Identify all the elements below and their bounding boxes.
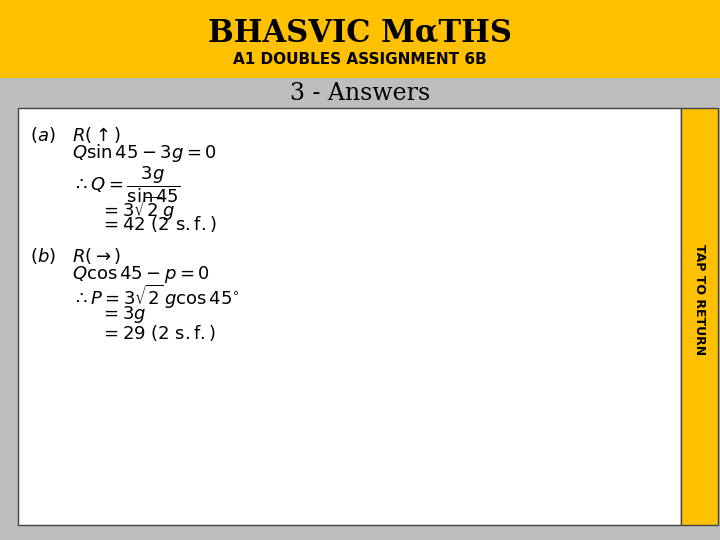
FancyBboxPatch shape: [0, 78, 720, 540]
Text: $(a)$: $(a)$: [30, 125, 55, 145]
Text: $= 29\ (2\ \mathrm{s.f.})$: $= 29\ (2\ \mathrm{s.f.})$: [100, 323, 217, 343]
Text: $R(\uparrow)$: $R(\uparrow)$: [72, 125, 121, 145]
Text: $(b)$: $(b)$: [30, 246, 56, 266]
Text: $\therefore P = 3\sqrt{2}\,g\cos 45^{\circ}$: $\therefore P = 3\sqrt{2}\,g\cos 45^{\ci…: [72, 283, 240, 311]
FancyBboxPatch shape: [681, 108, 718, 525]
Text: A1 DOUBLES ASSIGNMENT 6B: A1 DOUBLES ASSIGNMENT 6B: [233, 52, 487, 68]
Text: $R(\rightarrow)$: $R(\rightarrow)$: [72, 246, 121, 266]
Text: $Q\cos 45 - p = 0$: $Q\cos 45 - p = 0$: [72, 264, 210, 285]
FancyBboxPatch shape: [18, 108, 681, 525]
Text: TAP TO RETURN: TAP TO RETURN: [693, 245, 706, 355]
Text: $= 3\sqrt{2}\,g$: $= 3\sqrt{2}\,g$: [100, 195, 176, 223]
FancyBboxPatch shape: [0, 0, 720, 78]
Text: BHASVIC MαTHS: BHASVIC MαTHS: [208, 17, 512, 49]
Text: $\therefore Q = \dfrac{3g}{\sin 45}$: $\therefore Q = \dfrac{3g}{\sin 45}$: [72, 164, 180, 205]
Text: 3 - Answers: 3 - Answers: [290, 82, 430, 105]
Text: $= 42\ (2\ \mathrm{s.f.})$: $= 42\ (2\ \mathrm{s.f.})$: [100, 214, 217, 234]
Text: $= 3g$: $= 3g$: [100, 304, 146, 325]
Text: $Q\sin 45 - 3g = 0$: $Q\sin 45 - 3g = 0$: [72, 142, 217, 164]
